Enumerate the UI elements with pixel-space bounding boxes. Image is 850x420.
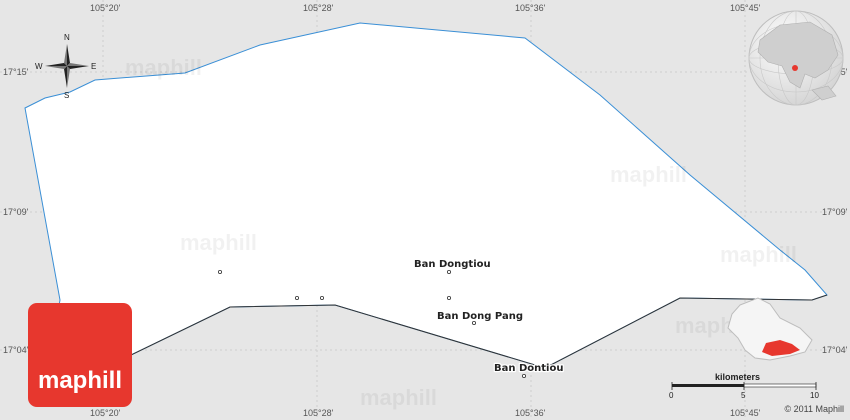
compass-e: E bbox=[91, 62, 96, 71]
scale-tick: 0 bbox=[669, 391, 674, 400]
settlement-dot bbox=[217, 269, 222, 274]
watermarks: maphill maphill maphill maphill maphill … bbox=[125, 55, 797, 410]
globe-land bbox=[757, 21, 839, 89]
place-label-ban-dong-pang[interactable]: Ban Dong Pang bbox=[436, 310, 525, 324]
lon-label-top: 105°28' bbox=[303, 3, 334, 13]
lon-label-bottom: 105°20' bbox=[90, 408, 121, 418]
place-label-ban-dontiou[interactable]: Ban Dontiou bbox=[493, 362, 565, 376]
country-inset bbox=[727, 297, 813, 361]
lat-label-left: 17°09' bbox=[3, 207, 29, 217]
lat-label-left: 17°15' bbox=[3, 67, 29, 77]
lon-label-top: 105°36' bbox=[515, 3, 546, 13]
settlement-dot bbox=[446, 295, 451, 300]
lon-label-top: 105°20' bbox=[90, 3, 121, 13]
settlements bbox=[217, 269, 527, 378]
scale-title: kilometers bbox=[715, 372, 760, 382]
svg-text:maphill: maphill bbox=[180, 230, 257, 255]
inset-highlight bbox=[762, 340, 800, 356]
lat-label-left: 17°04' bbox=[3, 345, 29, 355]
settlement-dot bbox=[471, 320, 476, 325]
settlement-dot bbox=[294, 295, 299, 300]
compass-n: N bbox=[64, 33, 70, 42]
maphill-logo[interactable]: maphill bbox=[28, 303, 132, 407]
place-labels: Ban Dongtiou Ban Dong Pang Ban Dontiou bbox=[413, 258, 565, 376]
svg-text:maphill: maphill bbox=[610, 162, 687, 187]
logo-text: maphill bbox=[37, 367, 122, 394]
compass-w: W bbox=[35, 62, 43, 71]
scale-tick: 10 bbox=[810, 391, 819, 400]
compass-s: S bbox=[64, 91, 69, 100]
settlement-dot bbox=[522, 373, 527, 378]
copyright-notice: © 2011 Maphill bbox=[784, 404, 845, 414]
lon-label-top: 105°45' bbox=[730, 3, 761, 13]
svg-text:maphill: maphill bbox=[125, 55, 202, 80]
place-label-ban-dongtiou[interactable]: Ban Dongtiou bbox=[413, 258, 492, 272]
lon-label-bottom: 105°45' bbox=[730, 408, 761, 418]
lon-label-bottom: 105°36' bbox=[515, 408, 546, 418]
svg-text:maphill: maphill bbox=[360, 385, 437, 410]
svg-text:maphill: maphill bbox=[720, 242, 797, 267]
scale-tick: 5 bbox=[741, 391, 746, 400]
compass-rose: N S E W bbox=[35, 33, 96, 100]
globe-land bbox=[811, 85, 837, 101]
lon-label-bottom: 105°28' bbox=[303, 408, 334, 418]
settlement-dot bbox=[319, 295, 324, 300]
globe-highlight bbox=[792, 65, 798, 71]
globe-locator bbox=[748, 10, 844, 106]
lat-label-right: 17°09' bbox=[822, 207, 848, 217]
settlement-dot bbox=[446, 269, 451, 274]
lat-label-right: 17°04' bbox=[822, 345, 848, 355]
scale-bar: kilometers 0 5 10 bbox=[669, 372, 819, 400]
